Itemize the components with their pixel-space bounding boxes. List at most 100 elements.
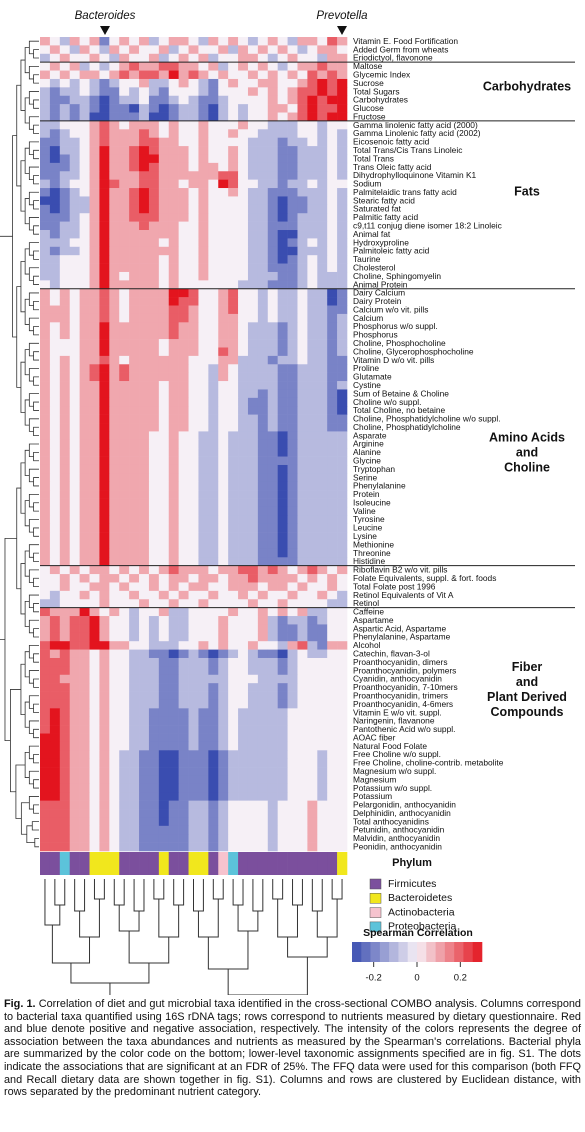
heatmap-cell (129, 733, 140, 743)
phylum-cell (119, 852, 130, 875)
heatmap-cell (139, 45, 150, 55)
heatmap-cell (148, 733, 160, 743)
heatmap-cell (198, 666, 209, 676)
heatmap-cell (119, 120, 130, 130)
phylum-cell (148, 852, 160, 875)
heatmap-cell (307, 750, 318, 759)
heatmap-cell (238, 238, 249, 248)
heatmap-cell (119, 322, 130, 332)
heatmap-cell (99, 699, 110, 709)
heatmap-cell (79, 355, 90, 365)
heatmap-cell (168, 146, 179, 155)
heatmap-cell (267, 263, 278, 273)
heatmap-cell (247, 825, 259, 835)
row-dendrogram (33, 74, 39, 84)
heatmap-cell (257, 666, 269, 676)
heatmap-cell (337, 758, 348, 768)
row-label: Cholesterol (353, 262, 396, 272)
row-dendrogram (28, 493, 39, 508)
heatmap-cell (178, 599, 189, 608)
row-dendrogram (28, 770, 39, 785)
heatmap-cell (297, 590, 308, 600)
heatmap-cell (129, 699, 140, 709)
heatmap-cell (267, 758, 278, 768)
heatmap-cell (257, 297, 269, 306)
heatmap-cell (317, 616, 328, 625)
heatmap-cell (158, 431, 170, 441)
heatmap-cell (267, 171, 278, 180)
heatmap-cell (99, 414, 110, 424)
heatmap-cell (307, 213, 318, 222)
heatmap-cell (119, 792, 130, 801)
heatmap-cell (198, 381, 209, 390)
row-label: Trans Oleic fatty acid (353, 162, 432, 172)
heatmap-cell (228, 649, 239, 659)
heatmap-cell (129, 37, 140, 46)
heatmap-cell (277, 767, 288, 776)
heatmap-cell (168, 53, 179, 63)
heatmap-cell (188, 657, 199, 667)
heatmap-cell (317, 255, 328, 264)
heatmap-cell (218, 179, 229, 189)
row-dendrogram (28, 720, 39, 734)
heatmap-cell (277, 62, 288, 71)
heatmap-cell (178, 406, 189, 415)
row-dendrogram (20, 802, 30, 835)
heatmap-cell (99, 624, 110, 634)
heatmap-cell (267, 632, 278, 642)
heatmap-cell (40, 238, 51, 248)
heatmap-cell (307, 313, 318, 323)
heatmap-cell (218, 389, 229, 399)
heatmap-cell (287, 423, 298, 432)
heatmap-cell (178, 817, 189, 827)
heatmap-cell (297, 616, 308, 625)
heatmap-cell (119, 523, 130, 533)
heatmap-cell (178, 271, 189, 281)
heatmap-cell (228, 162, 239, 172)
heatmap-cell (109, 557, 120, 566)
heatmap-cell (119, 179, 130, 189)
heatmap-cell (49, 691, 61, 701)
heatmap-cell (40, 255, 51, 264)
heatmap-cell (337, 557, 348, 566)
heatmap-cell (238, 204, 249, 214)
heatmap-cell (69, 574, 80, 583)
heatmap-cell (327, 129, 338, 139)
heatmap-cell (40, 783, 51, 793)
heatmap-cell (139, 825, 150, 835)
heatmap-cell (218, 842, 229, 852)
heatmap-cell (168, 297, 179, 306)
heatmap-cell (158, 62, 170, 71)
heatmap-cell (158, 657, 170, 667)
heatmap-cell (89, 582, 100, 592)
heatmap-cell (178, 297, 189, 306)
heatmap-cell (337, 280, 348, 290)
heatmap-cell (129, 548, 140, 558)
heatmap-cell (148, 842, 160, 852)
heatmap-cell (287, 683, 298, 692)
heatmap-cell (337, 523, 348, 533)
heatmap-cell (40, 834, 51, 843)
heatmap-cell (99, 691, 110, 701)
heatmap-cell (267, 464, 278, 474)
heatmap-cell (307, 70, 318, 80)
heatmap-cell (327, 834, 338, 843)
heatmap-cell (257, 154, 269, 164)
heatmap-cell (129, 179, 140, 189)
heatmap-cell (337, 381, 348, 390)
heatmap-cell (79, 53, 90, 63)
heatmap-cell (40, 120, 51, 130)
heatmap-cell (218, 683, 229, 692)
heatmap-cell (198, 532, 209, 541)
heatmap-cell (307, 741, 318, 751)
heatmap-cell (148, 456, 160, 466)
heatmap-cell (139, 397, 150, 407)
heatmap-cell (158, 817, 170, 827)
heatmap-cell (307, 188, 318, 197)
heatmap-cell (139, 842, 150, 852)
row-dendrogram (24, 198, 30, 225)
heatmap-cell (40, 406, 51, 415)
heatmap-cell (178, 800, 189, 810)
heatmap-cell (327, 456, 338, 466)
heatmap-cell (257, 775, 269, 785)
